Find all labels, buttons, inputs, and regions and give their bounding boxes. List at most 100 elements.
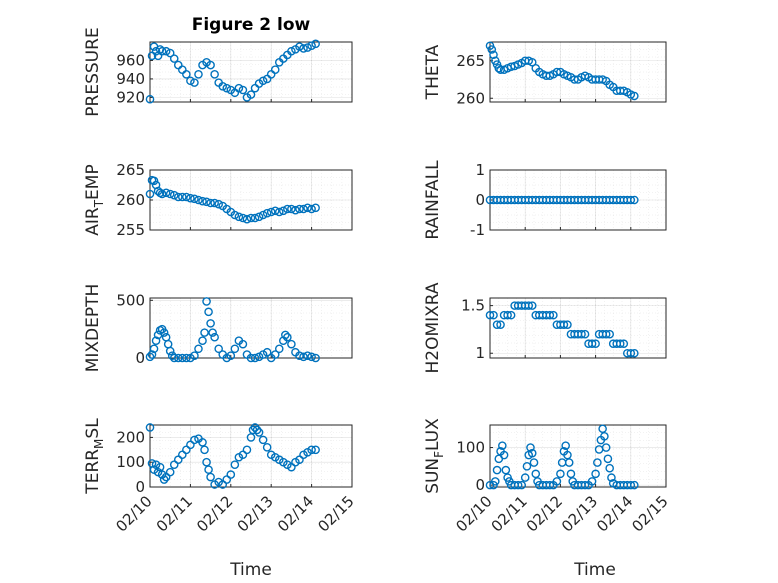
- data-point: [202, 197, 211, 207]
- data-point: [258, 435, 268, 445]
- data-point: [299, 44, 308, 53]
- data-point: [287, 339, 296, 349]
- data-point: [242, 445, 252, 455]
- x-axis-label-right: Time: [573, 560, 616, 580]
- data-point: [605, 463, 614, 473]
- data-point: [238, 85, 248, 95]
- data-point: [250, 213, 260, 223]
- y-tick-label: 265: [456, 52, 485, 70]
- data-point: [556, 469, 565, 479]
- data-point: [230, 344, 240, 354]
- data-point: [190, 78, 199, 87]
- data-point: [626, 480, 636, 490]
- data-point: [487, 45, 497, 54]
- data-point: [198, 336, 207, 345]
- y-tick-label: 0: [475, 476, 485, 494]
- data-point: [287, 46, 296, 56]
- data-point: [600, 431, 609, 441]
- data-point: [311, 39, 320, 49]
- data-point: [155, 462, 165, 472]
- y-axis-label: TERRMSL: [83, 418, 106, 495]
- data-point: [527, 301, 537, 310]
- data-point: [274, 344, 284, 354]
- data-point: [295, 351, 304, 360]
- data-point: [561, 441, 570, 450]
- data-point: [169, 353, 179, 363]
- data-point: [490, 477, 500, 486]
- data-point: [157, 46, 167, 56]
- data-point: [210, 70, 219, 79]
- subplot-3: 255 260 265 AIRTEMP: [83, 161, 353, 239]
- x-tick-label: 02/11: [488, 492, 531, 535]
- data-point: [311, 353, 320, 363]
- data-point: [200, 328, 209, 337]
- y-tick-label: 0: [135, 478, 145, 496]
- y-tick-label: 500: [116, 291, 145, 309]
- data-point: [202, 457, 211, 467]
- data-point: [295, 42, 304, 51]
- data-point: [607, 473, 616, 482]
- data-point: [630, 91, 639, 101]
- y-tick-label: -1: [470, 221, 485, 239]
- data-point: [262, 347, 272, 357]
- y-axis-label: PRESSURE: [83, 27, 103, 116]
- data-point: [563, 320, 572, 329]
- x-tick-label: 02/13: [558, 492, 601, 535]
- data-point: [169, 190, 179, 200]
- data-point: [506, 310, 516, 320]
- data-point: [157, 189, 167, 199]
- data-point: [147, 350, 157, 359]
- y-tick-label: 960: [116, 51, 145, 69]
- data-point: [250, 353, 260, 363]
- data-point: [303, 43, 312, 52]
- y-tick-label: 260: [116, 191, 145, 209]
- data-point: [307, 352, 316, 362]
- data-point: [303, 203, 312, 213]
- y-tick-label: 0: [135, 349, 145, 367]
- data-point: [307, 445, 316, 455]
- data-point: [226, 470, 236, 479]
- data-point: [279, 206, 288, 216]
- y-axis-label: AIRTEMP: [83, 164, 106, 235]
- data-point: [311, 445, 320, 455]
- data-point: [226, 351, 236, 360]
- data-point: [165, 346, 175, 356]
- data-point: [287, 204, 296, 214]
- data-point: [283, 332, 292, 342]
- data-point: [299, 204, 308, 214]
- data-point: [182, 192, 191, 202]
- data-point: [165, 189, 175, 199]
- data-point: [173, 192, 183, 202]
- data-point: [234, 212, 244, 222]
- data-point: [559, 320, 569, 329]
- x-tick-label: 02/14: [274, 492, 317, 535]
- data-point: [145, 189, 155, 199]
- data-point: [246, 353, 256, 363]
- data-point: [161, 188, 171, 198]
- data-point: [591, 469, 600, 479]
- data-point: [258, 210, 268, 220]
- subplot-5: 0 500 MIXDEPTH: [83, 284, 353, 372]
- y-tick-label: 265: [116, 161, 145, 179]
- y-tick-label: 260: [456, 89, 485, 107]
- data-point: [496, 320, 505, 329]
- data-point: [529, 458, 539, 467]
- y-axis-label-main: AIR: [83, 207, 103, 236]
- data-point: [605, 329, 614, 339]
- data-point: [190, 351, 199, 360]
- data-point: [270, 65, 280, 74]
- data-point: [270, 350, 280, 359]
- x-tick-label: 02/10: [452, 492, 495, 535]
- x-tick-label: 02/11: [153, 492, 196, 535]
- y-axis-label-main: RAINFALL: [423, 160, 443, 240]
- subplot-6: 1 1.5 H2OMIXRA: [423, 282, 667, 374]
- data-point: [503, 310, 512, 320]
- x-tick-label: 02/12: [193, 492, 236, 535]
- data-point: [527, 448, 537, 458]
- axes-box: [489, 41, 667, 103]
- data-point: [311, 203, 320, 213]
- y-axis-label-main: TERR: [83, 449, 103, 495]
- data-point: [165, 48, 175, 58]
